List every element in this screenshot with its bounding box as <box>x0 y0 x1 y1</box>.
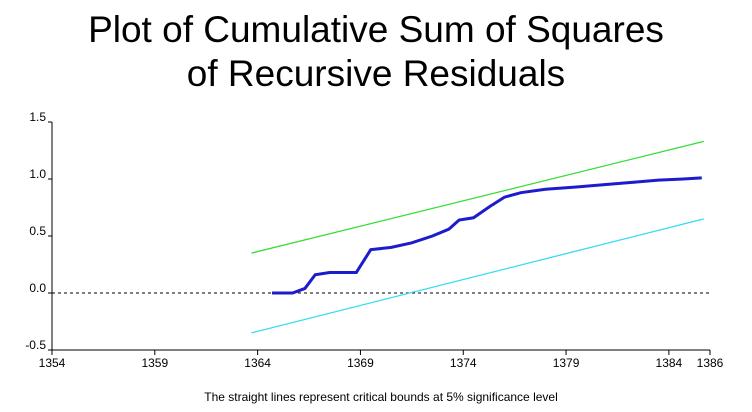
y-tick-label: 0.5 <box>29 224 46 238</box>
series-line <box>251 218 704 334</box>
x-tick-label: 1369 <box>347 356 374 370</box>
series-line <box>251 140 704 254</box>
footnote: The straight lines represent critical bo… <box>204 390 558 404</box>
y-tick-label: 1.5 <box>29 110 46 124</box>
x-tick-label: 1379 <box>553 356 580 370</box>
x-tick-label: 1386 <box>697 356 724 370</box>
y-tick-label: 1.0 <box>29 167 46 181</box>
y-tick-label: 0.0 <box>29 281 46 295</box>
y-tick-label: -0.5 <box>25 338 46 352</box>
x-tick-label: 1354 <box>39 356 66 370</box>
x-tick-label: 1384 <box>656 356 683 370</box>
x-tick-label: 1364 <box>244 356 271 370</box>
x-tick-label: 1374 <box>450 356 477 370</box>
series-line <box>272 176 702 295</box>
chart-title: Plot of Cumulative Sum of Squares of Rec… <box>88 9 664 94</box>
x-tick-label: 1359 <box>141 356 168 370</box>
